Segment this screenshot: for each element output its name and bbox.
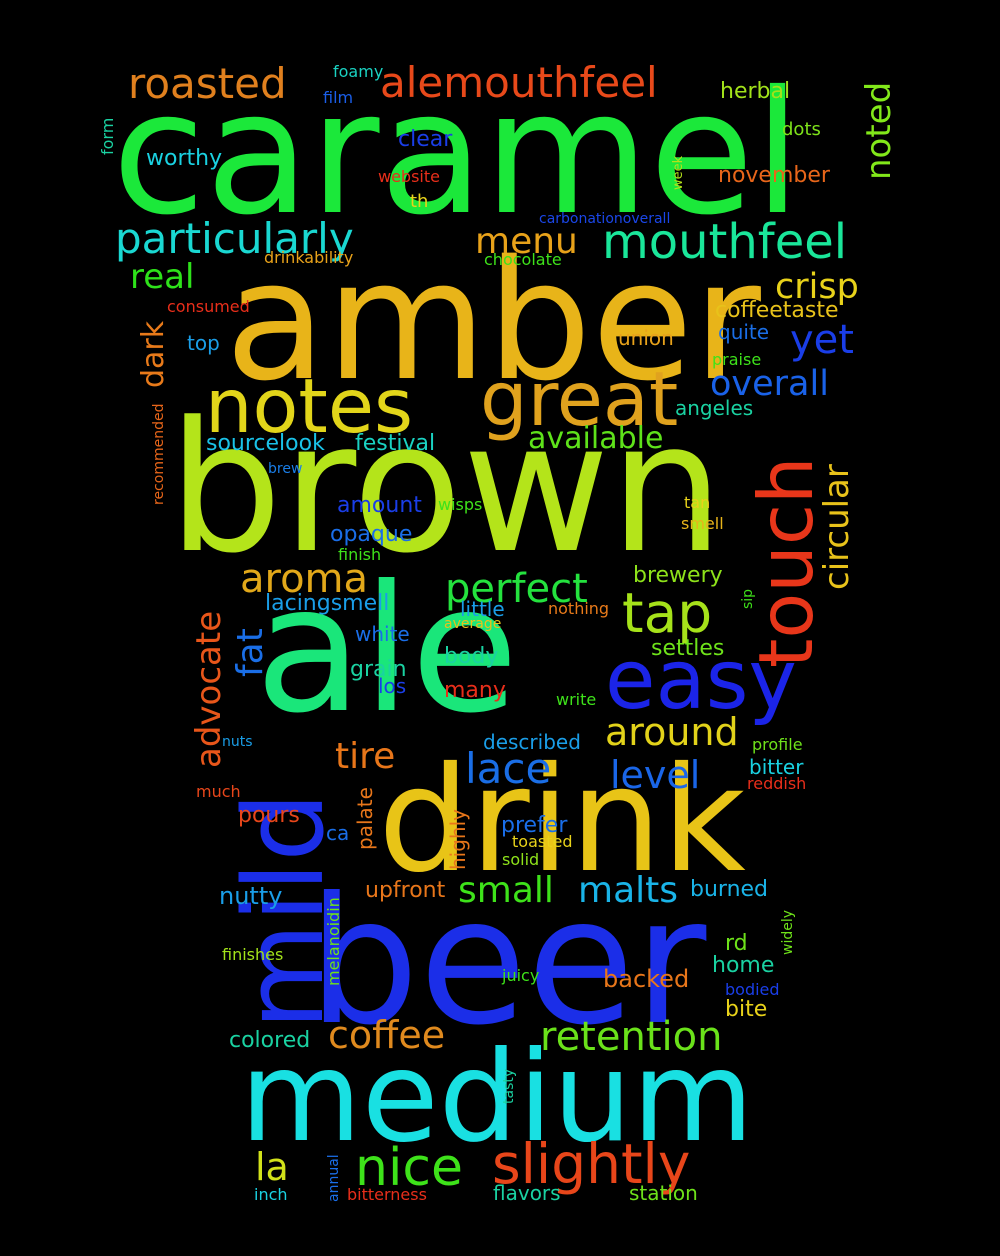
word-around: around [605, 710, 739, 754]
word-nuts: nuts [222, 734, 253, 750]
word-tan: tan [684, 493, 710, 512]
word-widely: widely [780, 910, 796, 955]
word-burned: burned [690, 877, 768, 902]
word-ca: ca [326, 821, 349, 845]
word-retention: retention [540, 1014, 722, 1060]
word-november: november [718, 163, 831, 188]
word-body: body [444, 644, 498, 669]
word-angeles: angeles [675, 396, 753, 420]
word-juicy: juicy [501, 966, 539, 985]
word-nothing: nothing [548, 599, 609, 618]
word-foamy: foamy [333, 62, 383, 81]
word-carbonationoverall: carbonationoverall [539, 211, 670, 227]
word-pours: pours [238, 803, 300, 828]
word-la: la [255, 1145, 289, 1189]
word-fat: fat [230, 628, 271, 677]
word-level: level [610, 753, 700, 797]
word-recommended: recommended [151, 404, 167, 505]
word-film: film [323, 88, 353, 107]
word-described: described [483, 730, 581, 754]
word-festival: festival [355, 431, 435, 456]
word-finishes: finishes [222, 945, 283, 964]
word-circular: circular [817, 464, 857, 590]
word-week: week [671, 155, 686, 190]
word-bite: bite [725, 997, 767, 1022]
word-finish: finish [338, 545, 381, 564]
word-top: top [187, 331, 220, 355]
word-average: average [444, 616, 501, 632]
word-available: available [528, 421, 663, 456]
word-tasty: tasty [501, 1069, 517, 1104]
word-station: station [629, 1181, 698, 1205]
word-sip: sip [740, 589, 756, 609]
word-herbal: herbal [720, 79, 790, 104]
word-small: small [458, 870, 554, 911]
word-bitterness: bitterness [347, 1185, 427, 1204]
word-chocolate: chocolate [484, 250, 562, 269]
word-roasted: roasted [128, 59, 287, 108]
word-many: many [444, 678, 506, 703]
word-profile: profile [752, 735, 803, 754]
word-noted: noted [859, 82, 899, 180]
word-annual: annual [326, 1154, 342, 1202]
word-much: much [196, 782, 241, 801]
word-amount: amount [337, 493, 422, 518]
word-tire: tire [335, 736, 395, 777]
word-home: home [712, 953, 774, 978]
word-flavors: flavors [493, 1181, 561, 1205]
word-yet: yet [790, 317, 854, 363]
word-backed: backed [603, 965, 689, 993]
word-worthy: worthy [146, 146, 222, 171]
word-toasted: toasted [512, 832, 572, 851]
word-dark: dark [136, 320, 171, 388]
word-upfront: upfront [365, 878, 446, 903]
word-dots: dots [782, 119, 821, 140]
word-smell: smell [681, 514, 724, 533]
word-drinkability: drinkability [264, 248, 353, 267]
word-highly: highly [446, 809, 470, 870]
word-real: real [130, 257, 194, 297]
word-alemouthfeel: alemouthfeel [380, 58, 658, 107]
word-th: th [410, 191, 428, 212]
word-write: write [556, 690, 596, 709]
word-palate: palate [353, 787, 377, 850]
word-praise: praise [712, 350, 761, 369]
word-union: union [618, 326, 674, 350]
word-sourcelook: sourcelook [206, 431, 325, 456]
word-los: los [378, 674, 406, 698]
word-opaque: opaque [330, 522, 412, 547]
word-consumed: consumed [167, 297, 250, 316]
word-wisps: wisps [438, 495, 482, 514]
word-nutty: nutty [219, 882, 282, 910]
word-colored: colored [229, 1028, 310, 1053]
word-brew: brew [268, 461, 302, 477]
word-quite: quite [718, 320, 769, 344]
word-lacingsmell: lacingsmell [265, 591, 389, 616]
word-inch: inch [254, 1185, 288, 1204]
word-solid: solid [502, 850, 539, 869]
word-brewery: brewery [633, 563, 723, 588]
word-reddish: reddish [747, 774, 806, 793]
word-website: website [378, 167, 440, 186]
word-form: form [98, 118, 117, 155]
word-melanoidin: melanoidin [324, 897, 343, 986]
word-white: white [355, 622, 410, 646]
word-settles: settles [651, 636, 724, 661]
word-coffee: coffee [328, 1013, 445, 1057]
word-malts: malts [578, 870, 678, 911]
word-clear: clear [398, 127, 453, 152]
